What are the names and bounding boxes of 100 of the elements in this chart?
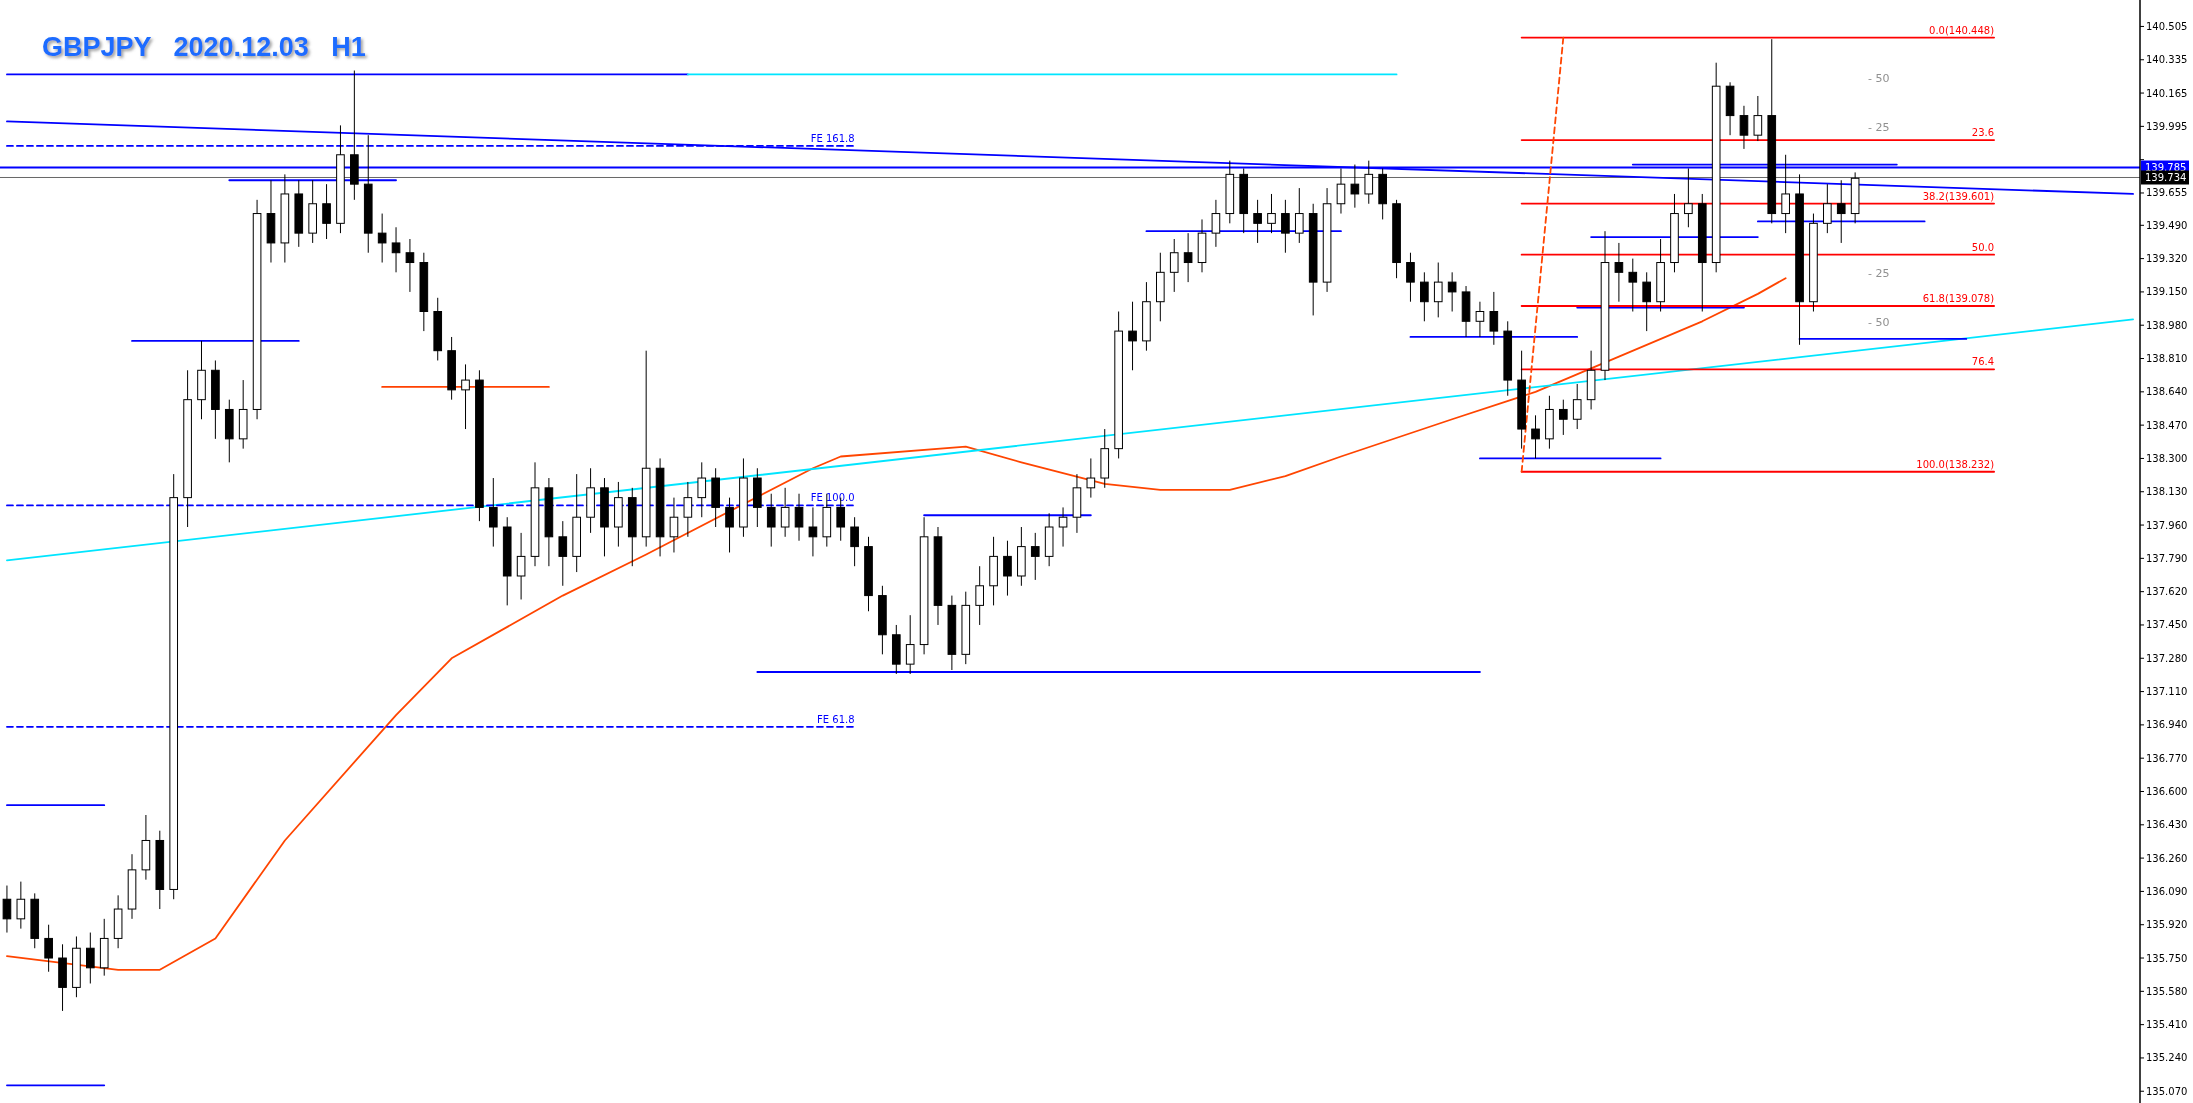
text: GBPJPY 2020.12.03 H1 xyxy=(42,32,366,62)
candlestick xyxy=(725,497,734,553)
y-tick-label: 136.600 xyxy=(2146,786,2188,797)
y-tick-label: 136.770 xyxy=(2146,752,2188,764)
series-label: 50.0 xyxy=(1971,241,1995,253)
candlestick xyxy=(488,477,498,548)
annotation: - 50 xyxy=(1868,315,1890,329)
series-label: 0.0(140.448) xyxy=(1929,24,1995,36)
candlestick xyxy=(1211,199,1221,248)
series-label: 76.4 xyxy=(1971,356,1995,368)
candlestick xyxy=(1753,95,1763,142)
y-tick-label: 139.150 xyxy=(2146,286,2188,298)
candlestick xyxy=(1169,238,1179,293)
y-tick-label: 138.640 xyxy=(2146,386,2188,398)
candlestick xyxy=(405,238,415,293)
series-label: FE 61.8 xyxy=(817,713,855,725)
candlestick xyxy=(1406,252,1415,303)
candlestick xyxy=(683,481,693,538)
candlestick xyxy=(1642,271,1652,332)
series-label: 23.6 xyxy=(1971,127,1995,139)
candlestick xyxy=(794,493,804,542)
candlestick xyxy=(1433,262,1443,318)
candlestick xyxy=(780,487,790,538)
annotation: - 50 xyxy=(1868,71,1890,85)
y-tick-label: 135.580 xyxy=(2146,985,2188,997)
candlestick xyxy=(516,532,526,600)
candlestick xyxy=(1420,271,1429,322)
y-tick-label: 138.300 xyxy=(2146,452,2188,464)
candlestick xyxy=(1614,242,1624,303)
candlestick xyxy=(44,924,53,973)
y-tick-label: 137.450 xyxy=(2146,619,2188,631)
y-tick-label: 139.995 xyxy=(2146,120,2188,132)
series-label: 38.2(139.601) xyxy=(1922,190,1995,202)
candlestick xyxy=(322,183,331,240)
candlestick xyxy=(850,516,859,567)
y-tick-label: 137.280 xyxy=(2146,652,2188,664)
ref-line-label: 139.734 xyxy=(2145,172,2187,183)
candlestick xyxy=(1531,414,1540,459)
y-tick-label: 136.090 xyxy=(2146,885,2188,897)
y-tick-label: 135.920 xyxy=(2146,919,2188,931)
annotation: - 25 xyxy=(1868,120,1890,134)
y-tick-label: 139.655 xyxy=(2146,187,2188,199)
candlestick xyxy=(1281,199,1290,254)
candlestick xyxy=(975,565,984,626)
candlestick xyxy=(697,461,707,518)
candlestick xyxy=(1475,301,1485,338)
candlestick xyxy=(1267,193,1276,234)
candlestick xyxy=(1558,399,1568,436)
y-tick-label: 135.750 xyxy=(2146,952,2188,964)
candlestick xyxy=(1489,291,1499,346)
series-label: FE 161.8 xyxy=(810,132,855,144)
candlestick xyxy=(1628,258,1638,312)
candlestick xyxy=(1836,179,1846,244)
y-tick-label: 138.810 xyxy=(2146,353,2188,365)
candlestick xyxy=(377,213,387,264)
y-tick-label: 135.410 xyxy=(2146,1019,2188,1031)
y-tick-label: 136.940 xyxy=(2146,719,2188,731)
candlestick xyxy=(1058,506,1068,548)
candlestick xyxy=(1086,457,1096,499)
y-tick-label: 136.260 xyxy=(2146,852,2188,864)
y-tick-label: 140.505 xyxy=(2146,20,2188,32)
y-tick-label: 137.960 xyxy=(2146,519,2188,531)
y-tick-label: 140.165 xyxy=(2146,87,2188,99)
ref-line-label: 139.785 xyxy=(2145,162,2187,174)
candlestick xyxy=(1572,383,1582,430)
series-label: 100.0(138.232) xyxy=(1916,458,1995,470)
series-label: 61.8(139.078) xyxy=(1922,293,1995,305)
candlestick xyxy=(461,363,470,430)
candlestick xyxy=(1030,532,1040,581)
candlestick xyxy=(1447,271,1457,312)
y-tick-label: 138.470 xyxy=(2146,419,2188,431)
candlestick xyxy=(1128,301,1137,371)
y-tick-label: 139.490 xyxy=(2146,219,2188,231)
y-tick-label: 136.430 xyxy=(2146,819,2188,831)
y-tick-label: 137.790 xyxy=(2146,552,2188,564)
candlestick xyxy=(669,497,679,553)
candlestick xyxy=(2,885,12,934)
candlestick xyxy=(1253,199,1262,244)
candlestick xyxy=(1823,183,1832,234)
candlestick xyxy=(808,506,818,557)
candlestick xyxy=(1739,105,1749,150)
candlestick xyxy=(1183,232,1193,283)
y-tick-label: 137.110 xyxy=(2146,686,2188,698)
candlestick xyxy=(1294,187,1304,244)
candlestick xyxy=(905,614,915,675)
y-tick-label: 139.320 xyxy=(2146,253,2188,265)
candlestick xyxy=(391,226,401,273)
y-tick-label: 138.980 xyxy=(2146,319,2188,331)
y-tick-label: 140.335 xyxy=(2146,54,2188,66)
y-tick-label: 135.070 xyxy=(2146,1085,2188,1097)
candlestick xyxy=(766,493,776,548)
y-tick-label: 137.620 xyxy=(2146,586,2188,598)
y-tick-label: 135.240 xyxy=(2146,1052,2188,1064)
y-tick-label: 138.130 xyxy=(2146,486,2188,498)
candlestick xyxy=(558,520,568,587)
series-label: FE 100.0 xyxy=(810,492,855,504)
candlestick xyxy=(1003,540,1012,597)
annotation: - 25 xyxy=(1868,266,1890,280)
candlestick xyxy=(86,932,95,984)
candlestick xyxy=(16,881,26,930)
